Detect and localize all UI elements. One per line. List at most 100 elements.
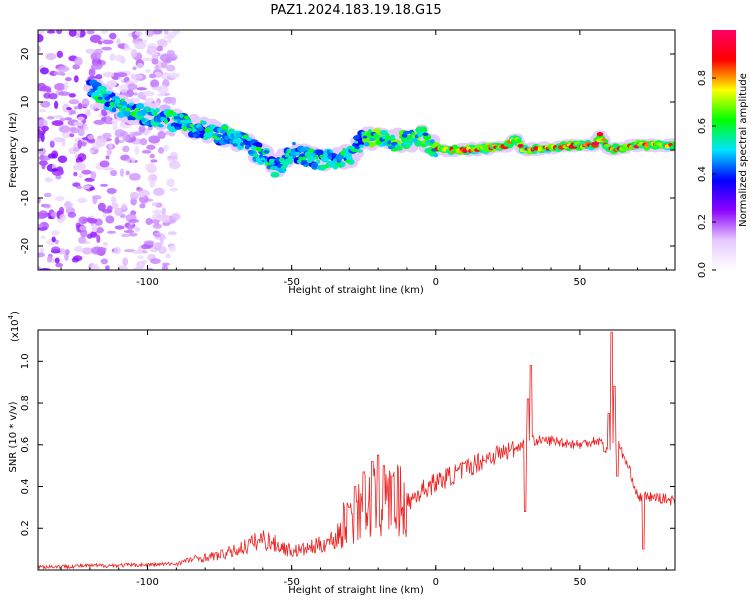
heatmap-cell — [59, 214, 66, 221]
heatmap-cell — [143, 58, 154, 61]
heatmap-cell — [281, 165, 287, 169]
heatmap-cell — [59, 126, 70, 133]
heatmap-cell — [109, 106, 113, 110]
heatmap-cell — [53, 71, 64, 75]
heatmap-cell — [47, 90, 52, 93]
heatmap-cell — [302, 156, 306, 160]
heatmap-cell — [261, 157, 265, 160]
heatmap-cell — [307, 159, 313, 163]
heatmap-cell — [163, 145, 169, 152]
heatmap-cell — [120, 56, 124, 64]
heatmap-cell — [115, 99, 121, 103]
heatmap-cell — [264, 150, 269, 153]
heatmap-cell — [137, 255, 144, 259]
snr-frame — [38, 330, 675, 570]
heatmap-cell — [328, 155, 332, 159]
heatmap-cell — [107, 188, 117, 194]
heatmap-cell — [104, 96, 110, 100]
spectrogram-ytick-label: 10 — [20, 96, 31, 109]
heatmap-cell — [183, 127, 187, 132]
heatmap-cell — [122, 105, 127, 108]
heatmap-cell — [51, 246, 60, 252]
heatmap-cell — [131, 73, 137, 79]
spectrogram-ytick-label: -20 — [20, 238, 31, 254]
heatmap-cell — [154, 113, 158, 116]
heatmap-cell — [337, 160, 341, 163]
heatmap-cell — [55, 176, 61, 180]
heatmap-cell — [369, 138, 374, 141]
heatmap-cell — [155, 234, 162, 237]
heatmap-cell — [597, 132, 603, 136]
heatmap-cell — [224, 135, 229, 139]
heatmap-cell — [119, 108, 123, 111]
heatmap-cell — [77, 117, 84, 121]
heatmap-cell — [167, 39, 172, 44]
heatmap-cell — [220, 129, 226, 133]
heatmap-cell — [166, 65, 175, 72]
heatmap-cell — [122, 257, 128, 266]
heatmap-cell — [361, 131, 365, 135]
heatmap-cell — [51, 211, 57, 217]
heatmap-cell — [79, 174, 83, 178]
heatmap-cell — [120, 169, 124, 177]
heatmap-cell — [79, 226, 86, 231]
heatmap-cell — [407, 135, 413, 140]
heatmap-cell — [158, 41, 167, 46]
heatmap-cell — [106, 155, 110, 159]
heatmap-cell — [86, 30, 94, 34]
heatmap-cell — [518, 144, 524, 148]
heatmap-cell — [150, 159, 157, 162]
heatmap-cell — [142, 96, 146, 100]
snr-ytick-label: 0.6 — [20, 437, 31, 453]
heatmap-cell — [188, 128, 193, 131]
heatmap-cell — [245, 145, 250, 150]
colorbar-label: Normalized spectral amplitude — [738, 73, 749, 227]
heatmap-cell — [102, 133, 111, 139]
heatmap-cell — [217, 134, 222, 138]
heatmap-cell — [129, 173, 141, 181]
heatmap-cell — [103, 72, 114, 78]
heatmap-cell — [134, 108, 139, 112]
heatmap-cell — [82, 98, 90, 107]
heatmap-cell — [45, 53, 56, 60]
heatmap-cell — [50, 140, 55, 147]
heatmap-cell — [134, 146, 139, 155]
heatmap-cell — [127, 83, 137, 90]
heatmap-cell — [100, 160, 110, 167]
heatmap-cell — [150, 175, 155, 178]
heatmap-cell — [128, 33, 132, 37]
heatmap-cell — [64, 82, 69, 90]
heatmap-cell — [35, 224, 43, 228]
heatmap-cell — [92, 142, 100, 149]
heatmap-cell — [135, 31, 143, 36]
spectrogram-xtick-label: 50 — [574, 277, 587, 288]
heatmap-cell — [604, 144, 611, 148]
heatmap-cell — [34, 34, 44, 43]
heatmap-cell — [672, 142, 676, 146]
heatmap-cell — [132, 66, 136, 70]
heatmap-cell — [101, 258, 108, 264]
spectrogram-ylabel: Frequency (Hz) — [8, 112, 19, 188]
heatmap-cell — [52, 120, 64, 126]
heatmap-cell — [105, 215, 114, 223]
heatmap-cell — [44, 193, 52, 197]
heatmap-cell — [269, 159, 274, 163]
heatmap-cell — [120, 98, 125, 101]
snr-scale-suffix: ) — [10, 311, 21, 315]
heatmap-cell — [69, 99, 80, 104]
heatmap-cell — [412, 138, 418, 143]
heatmap-cell — [91, 52, 102, 59]
heatmap-cell — [253, 154, 258, 158]
heatmap-cell — [131, 49, 138, 58]
snr-scale-prefix: (x10 — [10, 319, 21, 342]
heatmap-cell — [201, 121, 207, 125]
snr-xtick-label: -100 — [136, 577, 159, 588]
heatmap-cell — [152, 210, 163, 214]
heatmap-cell — [78, 128, 85, 136]
heatmap-cell — [76, 186, 82, 189]
heatmap-cell — [292, 142, 296, 145]
heatmap-cell — [112, 107, 117, 112]
heatmap-cell — [102, 214, 106, 218]
heatmap-cell — [300, 148, 306, 153]
heatmap-cell — [38, 210, 48, 218]
